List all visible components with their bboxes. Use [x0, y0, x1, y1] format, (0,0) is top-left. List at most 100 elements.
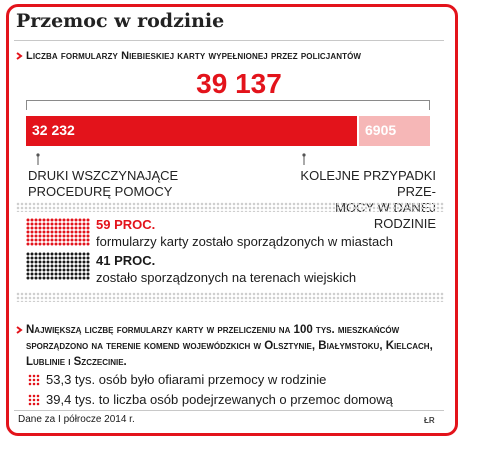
grid-dot — [34, 242, 38, 246]
grid-dot — [26, 226, 30, 230]
fact-item: 39,4 tys. to liczba osób podejrzewanych … — [28, 392, 393, 407]
grid-dot — [34, 230, 38, 234]
grid-dot — [82, 230, 86, 234]
grid-dot — [74, 218, 78, 222]
fact-item: 53,3 tys. osób było ofiarami przemocy w … — [28, 372, 326, 387]
grid-dot — [26, 272, 30, 276]
grid-dot — [70, 276, 74, 280]
grid-dot — [62, 260, 66, 264]
grid-dot — [26, 234, 30, 238]
grid-dot — [66, 256, 70, 260]
grid-dot — [58, 234, 62, 238]
grid-dot — [86, 256, 90, 260]
grid-dot — [70, 242, 74, 246]
grid-dot — [38, 256, 42, 260]
grid-dot — [74, 256, 78, 260]
city-dots — [26, 218, 90, 246]
grid-dot — [82, 276, 86, 280]
grid-dot — [42, 242, 46, 246]
grid-dot — [62, 226, 66, 230]
grid-dot — [82, 268, 86, 272]
total-bracket — [26, 100, 430, 110]
grid-dot — [26, 222, 30, 226]
grid-dot — [46, 222, 50, 226]
grid-dot — [46, 264, 50, 268]
grid-dot — [78, 238, 82, 242]
grid-dot — [82, 218, 86, 222]
grid-dot — [46, 242, 50, 246]
grid-dot — [62, 252, 66, 256]
grid-dot — [30, 268, 34, 272]
grid-dot — [46, 234, 50, 238]
grid-dot — [66, 230, 70, 234]
grid-dot — [54, 276, 58, 280]
grid-dot — [38, 230, 42, 234]
grid-dot — [58, 252, 62, 256]
grid-dot — [46, 256, 50, 260]
grid-dot — [86, 222, 90, 226]
grid-dot — [58, 222, 62, 226]
grid-dot — [54, 230, 58, 234]
grid-dot — [42, 260, 46, 264]
grid-dot — [86, 260, 90, 264]
bar-drukiwszczynajace: 32 232 — [26, 116, 357, 146]
grid-dot — [30, 256, 34, 260]
village-description: zostało sporządzonych na terenach wiejsk… — [96, 270, 357, 285]
grid-dot — [50, 272, 54, 276]
grid-dot — [54, 252, 58, 256]
grid-dot — [30, 272, 34, 276]
grid-dot — [70, 256, 74, 260]
grid-dot — [34, 276, 38, 280]
grid-dot — [82, 252, 86, 256]
grid-dot — [46, 230, 50, 234]
grid-dot — [74, 268, 78, 272]
category-line: KOLEJNE PRZYPADKI PRZE- — [300, 168, 436, 199]
grid-dot — [58, 268, 62, 272]
grid-dot — [42, 238, 46, 242]
grid-dot — [86, 226, 90, 230]
grid-dot — [62, 264, 66, 268]
grid-dot — [34, 268, 38, 272]
grid-dot — [34, 238, 38, 242]
grid-dot — [70, 222, 74, 226]
grid-dot — [38, 260, 42, 264]
grid-dot — [82, 256, 86, 260]
grid-dot — [86, 230, 90, 234]
grid-dot — [66, 226, 70, 230]
grid-dot — [78, 252, 82, 256]
grid-dot — [34, 260, 38, 264]
grid-dot — [86, 238, 90, 242]
dotted-divider — [16, 202, 444, 212]
chart-subtitle: Liczba formularzy Niebieskiej karty wype… — [26, 50, 362, 62]
grid-dot — [82, 272, 86, 276]
grid-dot — [82, 234, 86, 238]
grid-dot — [62, 256, 66, 260]
grid-dot — [78, 272, 82, 276]
category-line: PROCEDURĘ POMOCY — [28, 184, 173, 199]
grid-dot — [74, 264, 78, 268]
grid-dot — [54, 268, 58, 272]
grid-dot — [58, 218, 62, 222]
grid-dot — [66, 252, 70, 256]
chevron-right-icon — [16, 52, 24, 60]
grid-dot — [50, 238, 54, 242]
grid-dot — [62, 272, 66, 276]
grid-dot — [82, 222, 86, 226]
title-divider — [14, 40, 444, 41]
grid-dot — [54, 238, 58, 242]
grid-dot — [42, 268, 46, 272]
grid-dot — [70, 226, 74, 230]
grid-dot — [86, 252, 90, 256]
grid-dot — [78, 222, 82, 226]
grid-dot — [66, 276, 70, 280]
grid-dot — [70, 230, 74, 234]
category-line: DRUKI WSZCZYNAJĄCE — [28, 168, 179, 183]
grid-dot — [86, 218, 90, 222]
grid-dot — [42, 234, 46, 238]
grid-dot — [58, 276, 62, 280]
grid-dot — [50, 268, 54, 272]
grid-dot — [78, 242, 82, 246]
bar-value-label: 32 232 — [32, 122, 75, 138]
grid-dot — [46, 238, 50, 242]
pin-icon — [36, 152, 40, 165]
